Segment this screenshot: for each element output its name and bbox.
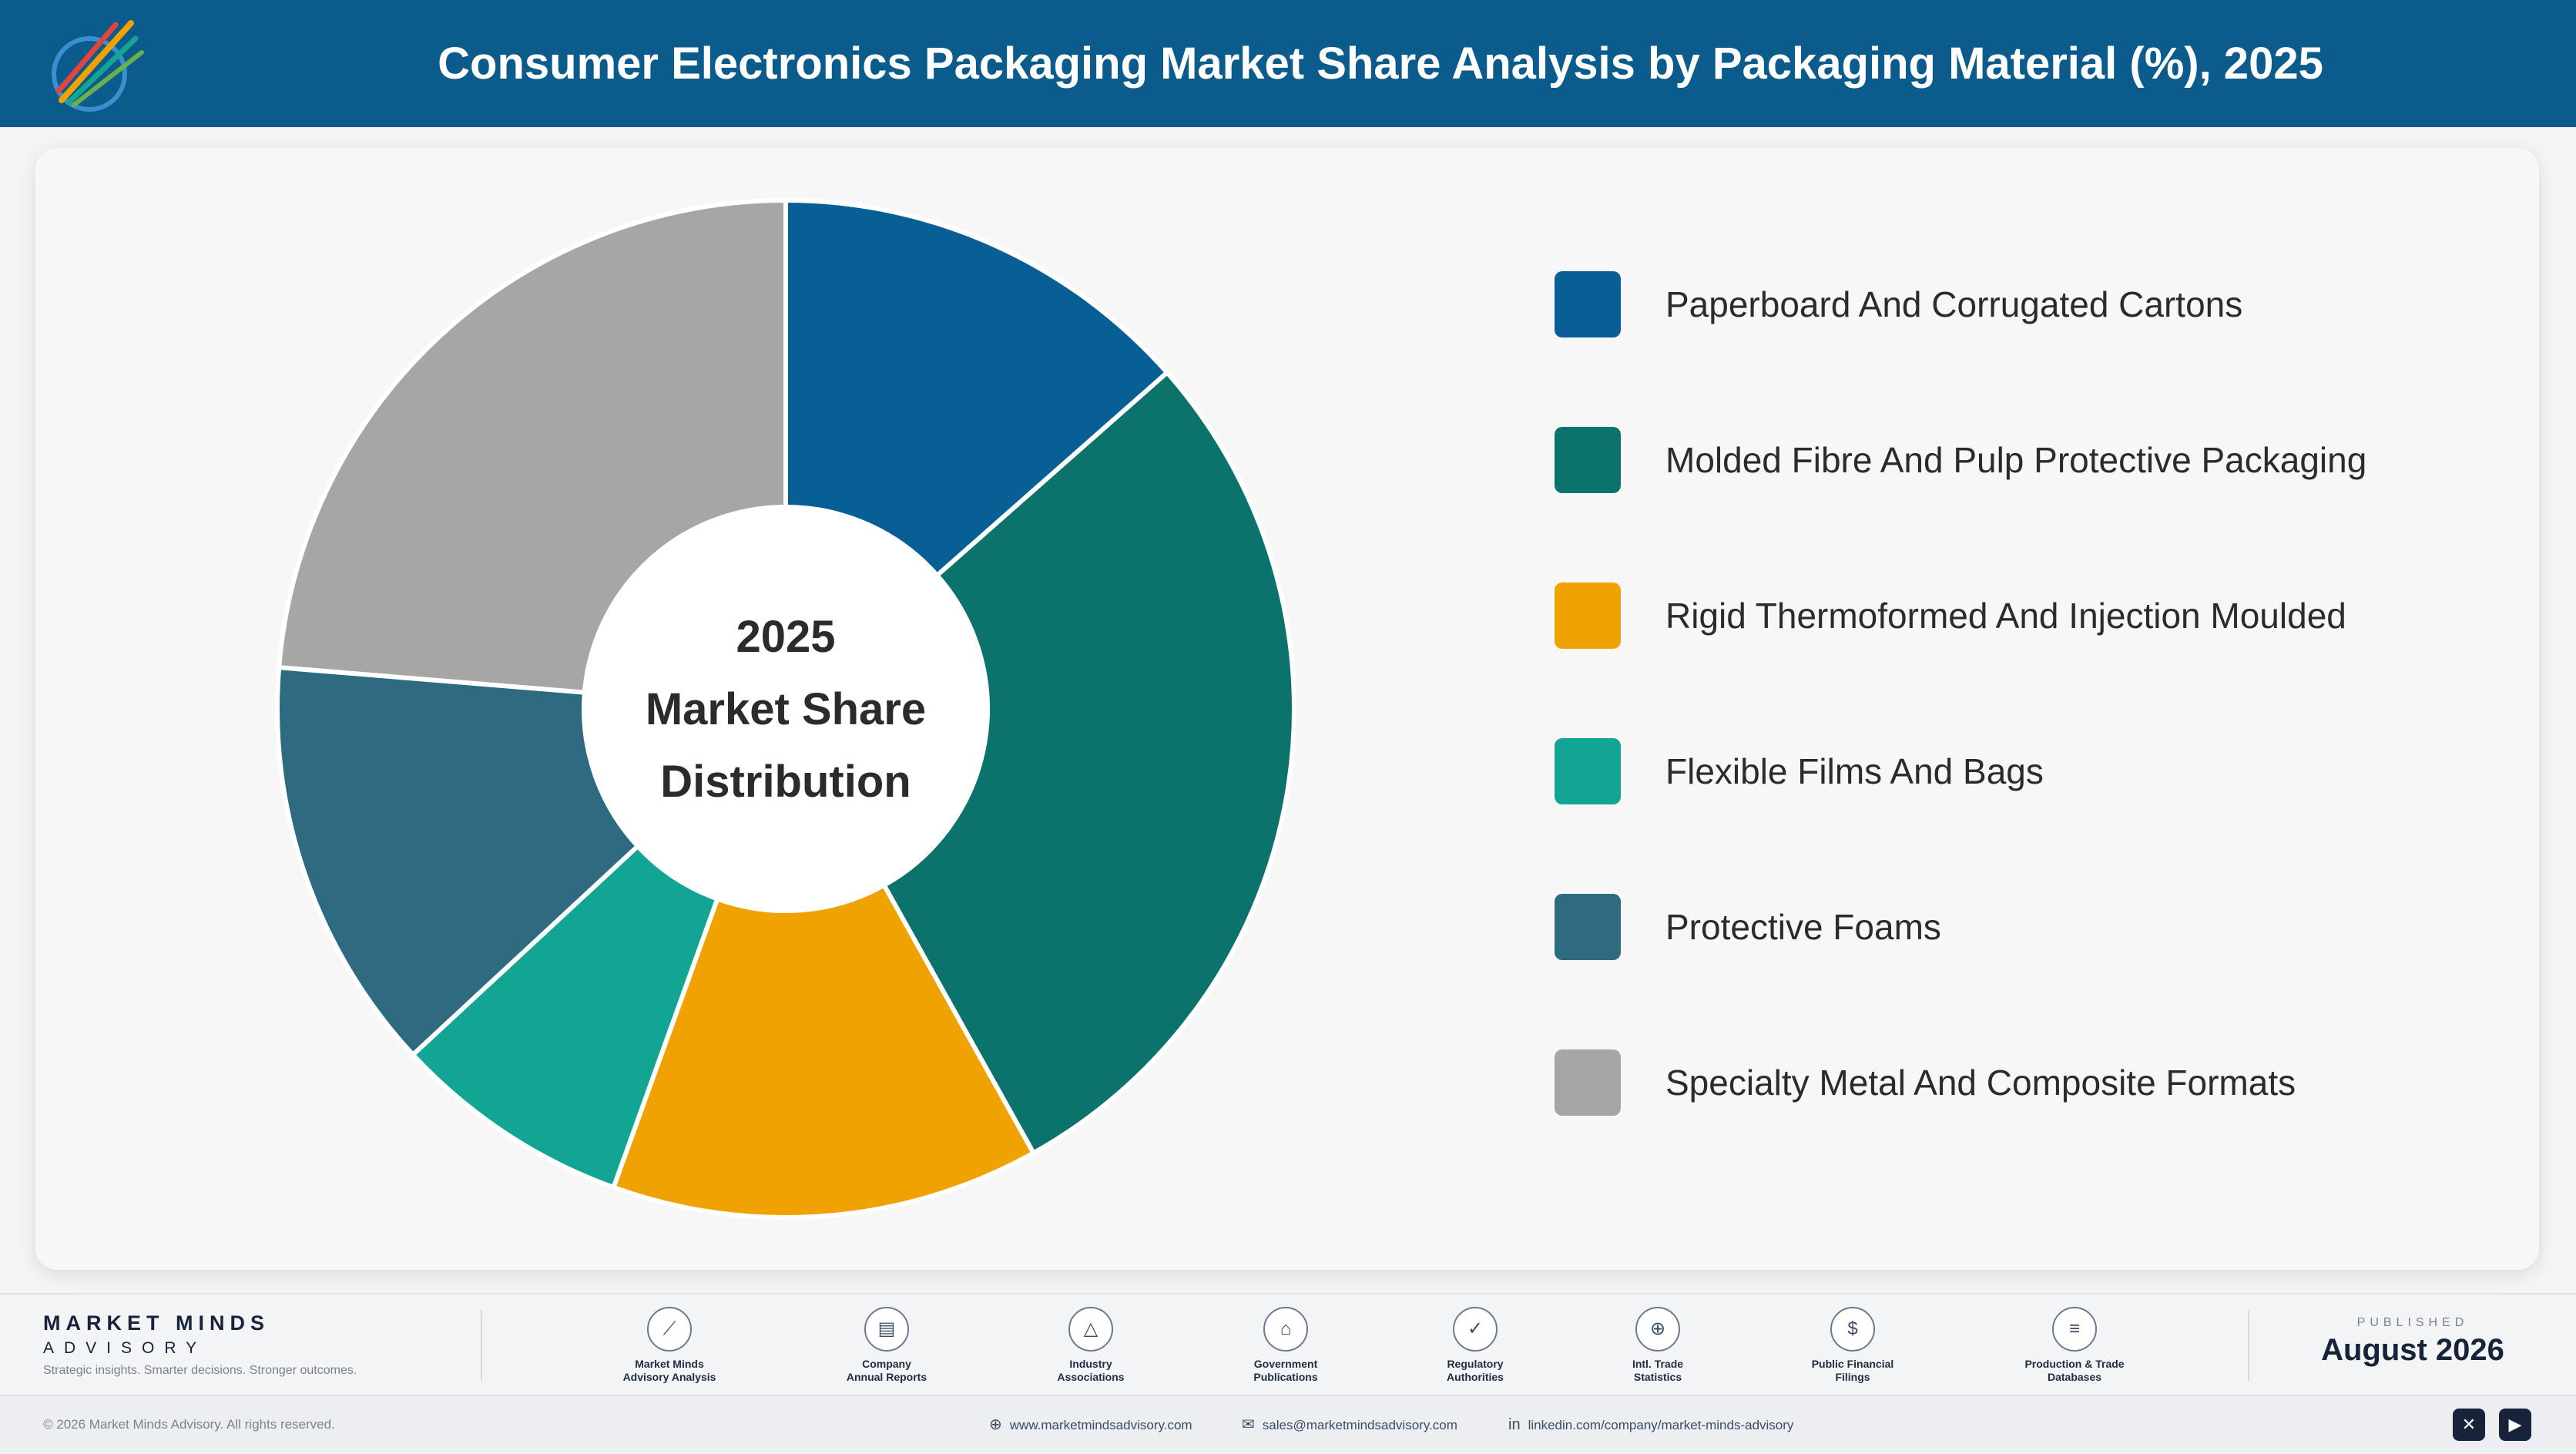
email-link[interactable]: ✉ sales@marketmindsadvisory.com (1242, 1396, 1457, 1453)
source-item: ⊕ Intl. Trade Statistics (1573, 1307, 1742, 1384)
source-label: Regulatory Authorities (1447, 1358, 1504, 1383)
website-link[interactable]: ⊕ www.marketmindsadvisory.com (989, 1396, 1192, 1453)
trend-chart-icon: ⟋ (647, 1307, 692, 1352)
globe-icon: ⊕ (1635, 1307, 1680, 1352)
brand-tagline: Strategic insights. Smarter decisions. S… (43, 1364, 357, 1377)
linkedin-link[interactable]: in linkedin.com/company/market-minds-advi… (1508, 1396, 1793, 1453)
source-item: ▤ Company Annual Reports (802, 1307, 971, 1384)
linkedin-icon: in (1508, 1416, 1521, 1433)
bottom-bar: © 2026 Market Minds Advisory. All rights… (0, 1395, 2576, 1453)
legend-swatch (1555, 1049, 1621, 1116)
email-text: sales@marketmindsadvisory.com (1262, 1418, 1457, 1432)
footer-divider (2248, 1310, 2249, 1381)
source-label: Industry Associations (1057, 1358, 1125, 1383)
source-label: Market Minds Advisory Analysis (622, 1358, 716, 1383)
center-label-line: Distribution (660, 757, 911, 807)
source-item: ≡ Production & Trade Databases (1990, 1307, 2159, 1384)
source-label: Company Annual Reports (846, 1358, 927, 1383)
mail-icon: ✉ (1242, 1416, 1255, 1433)
brand-name: MARKET MINDS (43, 1311, 270, 1335)
footer: MARKET MINDS ADVISORY Strategic insights… (0, 1293, 2576, 1453)
source-item: $ Public Financial Filings (1768, 1307, 1937, 1384)
center-label-line: Market Share (646, 684, 926, 734)
legend-label: Flexible Films And Bags (1665, 751, 2044, 791)
donut-chart: 2025 Market Share Distribution (275, 197, 1296, 1220)
source-item: ✓ Regulatory Authorities (1390, 1307, 1560, 1384)
legend-label: Protective Foams (1665, 907, 1941, 947)
source-item: ⟋ Market Minds Advisory Analysis (585, 1307, 754, 1384)
center-label-line: 2025 (736, 612, 835, 662)
source-item: ⌂ Government Publications (1201, 1307, 1370, 1384)
donut-center (584, 507, 988, 911)
chart-card: 2025 Market Share Distribution Paperboard … (35, 148, 2539, 1270)
source-label: Intl. Trade Statistics (1632, 1358, 1684, 1383)
published-date: August 2026 (2321, 1333, 2504, 1367)
published-label: PUBLISHED (2356, 1316, 2469, 1329)
legend-swatch (1555, 427, 1621, 493)
source-label: Public Financial Filings (1811, 1358, 1894, 1383)
legend-label: Paperboard And Corrugated Cartons (1665, 284, 2243, 324)
legend-swatch (1555, 583, 1621, 649)
legend-swatch (1555, 271, 1621, 337)
source-label: Government Publications (1253, 1358, 1318, 1383)
legend-label: Rigid Thermoformed And Injection Moulded (1665, 596, 2346, 636)
company-logo-icon (52, 20, 144, 112)
brand-subtitle: ADVISORY (43, 1339, 207, 1357)
legend-label: Specialty Metal And Composite Formats (1665, 1063, 2296, 1103)
copyright-text: © 2026 Market Minds Advisory. All rights… (43, 1417, 335, 1432)
footer-divider (481, 1310, 482, 1381)
document-icon: ▤ (864, 1307, 909, 1352)
header-bar: Consumer Electronics Packaging Market Sh… (0, 0, 2576, 127)
youtube-social-button[interactable]: ▶ (2499, 1409, 2531, 1441)
page-title: Consumer Electronics Packaging Market Sh… (438, 39, 2323, 89)
network-icon: △ (1068, 1307, 1113, 1352)
source-label: Production & Trade Databases (2024, 1358, 2125, 1383)
x-social-button[interactable]: ✕ (2453, 1409, 2485, 1441)
coin-icon: $ (1830, 1307, 1875, 1352)
shield-check-icon: ✓ (1453, 1307, 1498, 1352)
linkedin-text: linkedin.com/company/market-minds-adviso… (1528, 1418, 1794, 1432)
legend-swatch (1555, 738, 1621, 804)
source-item: △ Industry Associations (1006, 1307, 1176, 1384)
globe-icon: ⊕ (989, 1416, 1002, 1433)
database-icon: ≡ (2052, 1307, 2097, 1352)
website-text: www.marketmindsadvisory.com (1009, 1418, 1192, 1432)
government-building-icon: ⌂ (1263, 1307, 1308, 1352)
legend-label: Molded Fibre And Pulp Protective Packagi… (1665, 440, 2367, 480)
legend-swatch (1555, 894, 1621, 960)
